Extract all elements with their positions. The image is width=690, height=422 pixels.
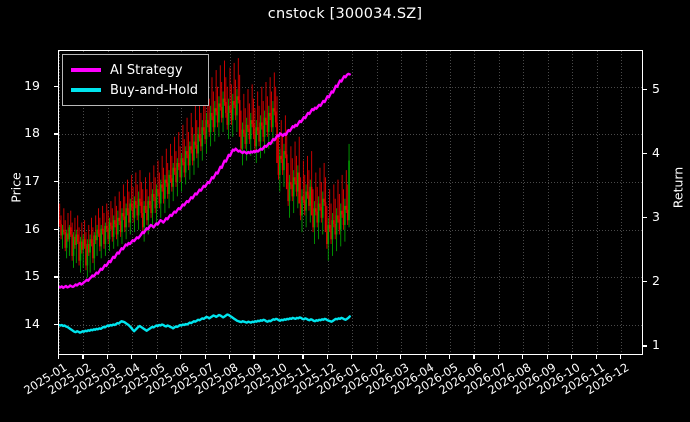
line-series [59,313,351,334]
y-axis-left-tick-mark [54,276,58,278]
gridline-vertical [425,51,427,354]
gridline-vertical [596,51,598,354]
gridline-vertical [621,51,623,354]
gridline-horizontal [59,182,642,184]
x-axis-tick-mark [58,355,60,359]
gridline-vertical [181,51,183,354]
gridline-vertical [523,51,525,354]
legend-item-ai-strategy: AI Strategy [71,60,198,80]
y-axis-left-tick-label: 18 [24,125,40,141]
y-axis-left-tick-mark [54,181,58,183]
gridline-vertical [59,51,60,354]
x-axis-tick-mark [571,355,573,359]
gridline-vertical [254,51,256,354]
x-axis-tick-mark [302,355,304,359]
x-axis-tick-mark [253,355,255,359]
x-axis-tick-mark [326,355,328,359]
chart-title: cnstock [300034.SZ] [267,6,423,22]
y-axis-right-tick-label: 5 [652,80,660,96]
legend-swatch-ai-strategy [71,68,101,72]
y-axis-left-tick-mark [54,133,58,135]
x-axis-tick-mark [473,355,475,359]
gridline-vertical [327,51,329,354]
gridline-vertical [83,51,85,354]
gridline-vertical [401,51,403,354]
y-axis-right-tick-mark [643,152,647,154]
x-axis-tick-mark [620,355,622,359]
legend-label-buy-and-hold: Buy-and-Hold [110,82,199,98]
y-axis-right-tick-label: 2 [652,273,660,289]
x-axis-tick-mark [522,355,524,359]
y-axis-left-tick-label: 15 [24,268,40,284]
x-axis-tick-mark [375,355,377,359]
y-axis-left-tick-mark [54,324,58,326]
x-axis-tick-mark [424,355,426,359]
x-axis-tick-mark [351,355,353,359]
gridline-horizontal [59,86,642,88]
gridline-vertical [547,51,549,354]
gridline-horizontal [59,229,642,231]
y-axis-right-tick-mark [643,281,647,283]
y-axis-right-tick-label: 3 [652,208,660,224]
x-axis-tick-mark [180,355,182,359]
grid-lines [59,51,642,354]
y-axis-right-tick-mark [643,345,647,347]
y-axis-right-tick-label: 4 [652,144,660,160]
gridline-vertical [303,51,305,354]
gridline-vertical [278,51,280,354]
y-axis-left-tick-label: 17 [24,173,40,189]
x-axis-tick-mark [277,355,280,359]
y-axis-left-tick-label: 19 [24,77,40,93]
gridline-horizontal [59,277,642,279]
x-axis-tick-mark [106,355,109,359]
x-axis-tick-mark [400,355,402,359]
x-axis-tick-mark [497,355,500,359]
y-axis-right-tick-label: 1 [652,337,660,353]
legend-label-ai-strategy: AI Strategy [110,62,183,78]
x-axis-tick-mark [131,355,133,359]
x-axis-tick-mark [448,355,451,359]
gridline-vertical [205,51,207,354]
legend-item-buy-and-hold: Buy-and-Hold [71,80,198,100]
gridline-vertical [449,51,451,354]
y-axis-left-tick-label: 16 [24,220,40,236]
gridline-horizontal [59,325,642,327]
gridline-horizontal [59,134,642,136]
gridline-vertical [474,51,476,354]
gridline-vertical [498,51,500,354]
legend-swatch-buy-and-hold [71,88,101,92]
x-axis-tick-mark [546,355,548,359]
x-axis-tick-mark [204,355,206,359]
y-axis-left-tick-mark [54,228,58,230]
gridline-vertical [230,51,232,354]
y-axis-right-tick-mark [643,88,647,90]
x-axis-tick-mark [229,355,231,359]
x-axis-tick-mark [595,355,597,359]
y-axis-right-tick-mark [643,216,647,219]
gridline-vertical [376,51,378,354]
x-axis-tick-mark [82,355,84,359]
y-axis-left-tick-mark [54,85,58,87]
y-axis-left-tick-label: 14 [24,316,40,332]
gridline-vertical [352,51,354,354]
line-series [59,72,351,290]
gridline-vertical [107,51,109,354]
x-axis-tick-mark [155,355,157,359]
gridline-vertical [572,51,574,354]
chart-legend: AI Strategy Buy-and-Hold [62,54,210,106]
